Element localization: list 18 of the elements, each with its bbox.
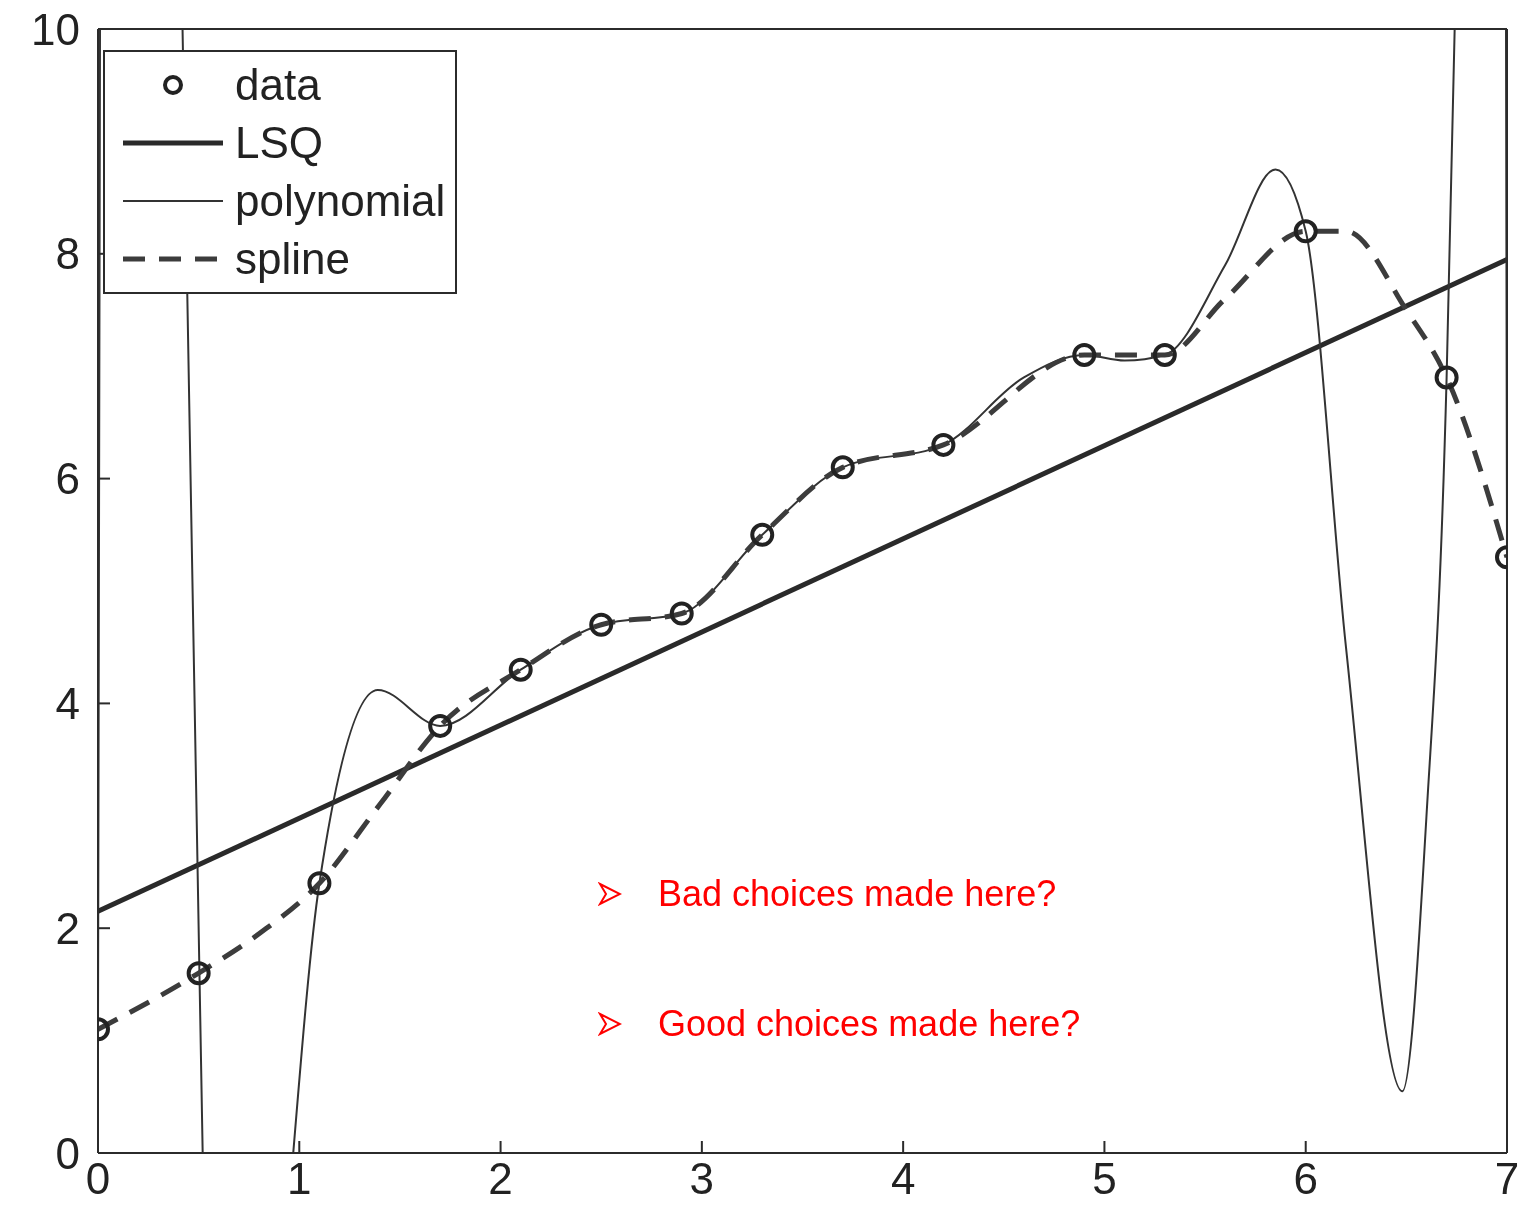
- x-tick-label: 3: [689, 1154, 715, 1204]
- x-tick-label: 5: [1092, 1154, 1117, 1204]
- legend-label: data: [235, 60, 321, 110]
- y-tick-label: 6: [55, 454, 80, 504]
- x-tick-label: 7: [1494, 1154, 1520, 1204]
- legend-label: LSQ: [235, 118, 324, 168]
- y-tick-label: 8: [55, 229, 80, 279]
- annotation: Bad choices made here?: [658, 873, 1057, 915]
- legend-label: polynomial: [235, 176, 446, 226]
- annotation: Good choices made here?: [658, 1003, 1081, 1045]
- y-tick-label: 4: [55, 679, 80, 729]
- legend-label: spline: [235, 234, 350, 284]
- y-tick-label: 2: [55, 903, 80, 953]
- x-tick-label: 1: [287, 1154, 312, 1204]
- x-tick-label: 4: [890, 1154, 916, 1204]
- y-tick-label: 10: [31, 4, 80, 54]
- x-tick-label: 2: [488, 1154, 513, 1204]
- x-tick-label: 6: [1293, 1154, 1318, 1204]
